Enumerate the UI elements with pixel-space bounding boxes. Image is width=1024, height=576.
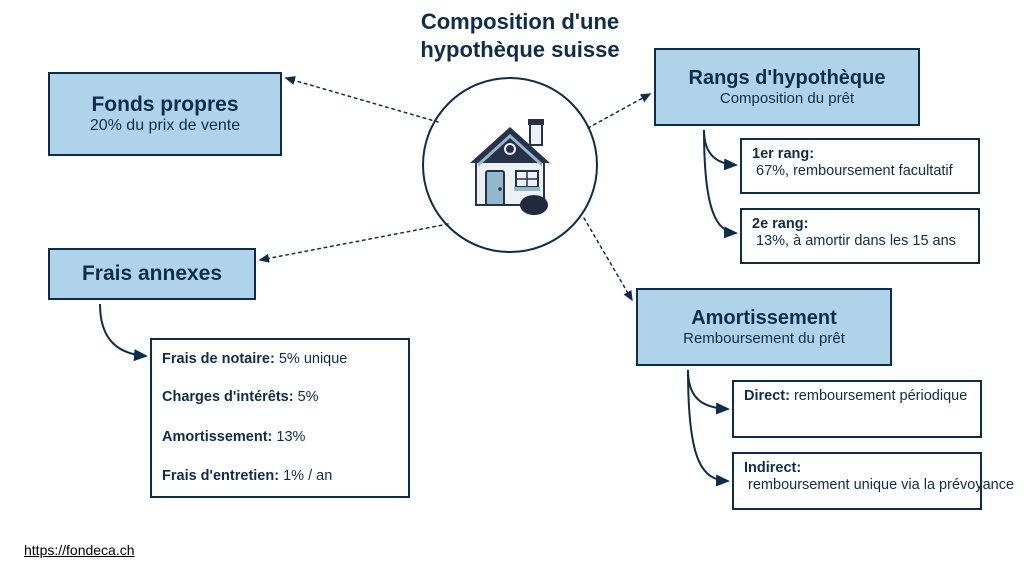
box-amortissement: AmortissementRemboursement du prêt bbox=[636, 288, 892, 366]
house-circle bbox=[422, 77, 598, 253]
diagram-title: Composition d'unehypothèque suisse bbox=[360, 8, 680, 63]
rangs-item: 1er rang: 67%, remboursement facultatif bbox=[740, 138, 980, 194]
frais-item: Charges d'intérêts: 5% bbox=[150, 378, 410, 420]
box-fonds-propres: Fonds propres20% du prix de vente bbox=[48, 72, 282, 156]
box-rangs: Rangs d'hypothèqueComposition du prêt bbox=[654, 48, 920, 126]
box-frais-annexes: Frais annexes bbox=[48, 248, 256, 300]
diagram-stage: Composition d'unehypothèque suisse bbox=[0, 0, 1024, 576]
frais-item: Frais de notaire: 5% unique bbox=[150, 338, 410, 380]
rangs-item: 2e rang: 13%, à amortir dans les 15 ans bbox=[740, 208, 980, 264]
frais-item: Frais d'entretien: 1% / an bbox=[150, 457, 410, 499]
amort-item: Indirect: remboursement unique via la pr… bbox=[732, 452, 982, 510]
amort-item: Direct: remboursement périodique bbox=[732, 380, 982, 438]
footer-link[interactable]: https://fondeca.ch bbox=[24, 542, 135, 558]
frais-item: Amortissement: 13% bbox=[150, 417, 410, 459]
house-icon bbox=[450, 105, 570, 225]
